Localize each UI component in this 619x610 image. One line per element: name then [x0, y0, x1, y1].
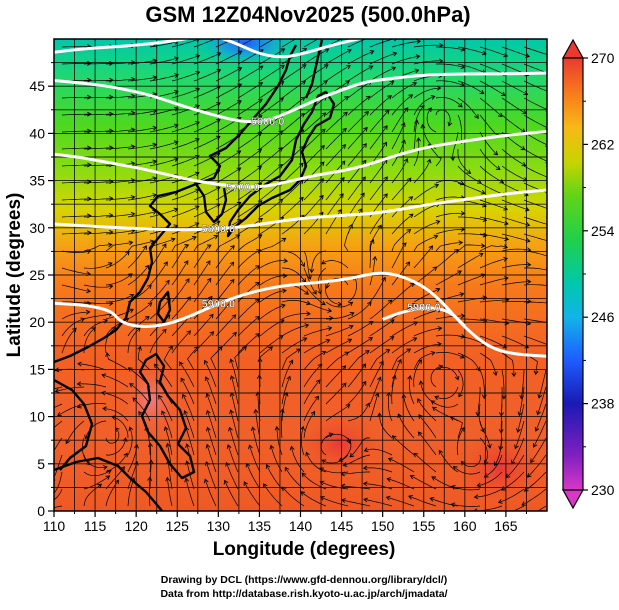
- streamline-arrowhead: [281, 33, 285, 37]
- contour-label: 5600.0: [251, 116, 285, 128]
- streamline-arrowhead: [259, 33, 263, 37]
- streamline-arrowhead: [555, 369, 559, 373]
- colorbar-tick-label: 230: [591, 482, 615, 498]
- colorbar-tick-label: 238: [591, 396, 615, 412]
- streamline-arrowhead: [547, 207, 551, 211]
- colorbar-top-arrow: [563, 40, 583, 58]
- x-axis-label: Longitude (degrees): [213, 539, 396, 560]
- streamline-arrowhead: [238, 34, 242, 38]
- warm-spot-shading: [298, 412, 382, 476]
- contour-label: 5800.0: [202, 224, 236, 236]
- contour-label: 5900.0: [202, 298, 236, 310]
- colorbar: 230 238 246 254 262 270: [563, 40, 615, 508]
- streamline-arrowhead: [325, 33, 329, 37]
- y-tick-label: 10: [29, 409, 45, 425]
- x-tick-label: 155: [412, 518, 436, 534]
- x-tick-label: 150: [371, 518, 395, 534]
- x-tick-label: 110: [43, 518, 66, 534]
- colorbar-scale: [563, 58, 583, 490]
- y-tick-label: 45: [29, 78, 45, 94]
- x-tick-label: 130: [207, 518, 231, 534]
- streamline-arrowhead: [520, 516, 524, 520]
- streamline-arrowhead: [35, 392, 39, 396]
- streamline-arrowhead: [497, 513, 501, 517]
- x-axis: 110 115 120 125 130 135 140 145 150 155 160 165: [43, 511, 527, 534]
- colorbar-tick-label: 254: [591, 223, 615, 239]
- y-tick-label: 20: [29, 314, 45, 330]
- streamline-arrowhead: [549, 269, 553, 273]
- streamline-arrowhead: [548, 239, 552, 243]
- contour-label: 5700.0: [226, 182, 260, 194]
- x-tick-label: 120: [124, 518, 148, 534]
- y-tick-label: 35: [29, 173, 45, 189]
- y-tick-label: 25: [29, 267, 45, 283]
- streamline-arrowhead: [549, 301, 553, 305]
- chart-title: GSM 12Z04Nov2025 (500.0hPa): [145, 2, 470, 27]
- y-tick-label: 5: [37, 456, 45, 472]
- colorbar-bottom-arrow: [563, 490, 583, 508]
- colorbar-ticks: 230 238 246 254 262 270: [583, 50, 615, 498]
- streamline-arrowhead: [371, 35, 375, 39]
- streamline-arrowhead: [303, 32, 307, 36]
- streamline-arrowhead: [348, 34, 352, 38]
- y-tick-label: 15: [29, 361, 45, 377]
- plot-area: 5500.0 5600.0 5700.0 5800.0 5900.0 5900.0: [34, 21, 575, 520]
- contour-label: 5500.0: [185, 30, 219, 42]
- colorbar-tick-label: 262: [591, 136, 615, 152]
- streamline-arrowhead: [549, 284, 553, 288]
- streamline-arrowhead: [549, 321, 553, 325]
- streamline-arrowhead: [47, 458, 51, 462]
- streamline-arrowhead: [548, 53, 552, 57]
- streamline-arrowhead: [548, 223, 552, 227]
- y-axis: 0 5 10 15 20 25 30 35 40 45: [29, 63, 54, 519]
- x-tick-label: 145: [330, 518, 354, 534]
- streamline-arrowhead: [41, 437, 45, 441]
- y-tick-label: 0: [37, 503, 45, 519]
- x-tick-label: 160: [453, 518, 477, 534]
- contour-label: 5900.0: [407, 302, 441, 314]
- y-axis-label: Latitude (degrees): [4, 193, 25, 358]
- streamline-arrowhead: [548, 255, 552, 259]
- colorbar-tick-label: 246: [591, 309, 615, 325]
- grid-lines: [54, 39, 547, 511]
- x-tick-label: 165: [494, 518, 518, 534]
- streamline: [546, 353, 560, 373]
- x-tick-label: 135: [248, 518, 272, 534]
- y-tick-label: 40: [29, 125, 45, 141]
- x-tick-label: 115: [84, 518, 107, 534]
- credit-data: Data from http://database.rish.kyoto-u.a…: [160, 588, 447, 600]
- x-tick-label: 125: [166, 518, 190, 534]
- y-tick-label: 30: [29, 220, 45, 236]
- x-tick-label: 140: [289, 518, 313, 534]
- credit-drawing: Drawing by DCL (https://www.gfd-dennou.o…: [161, 574, 447, 586]
- colorbar-tick-label: 270: [591, 50, 615, 66]
